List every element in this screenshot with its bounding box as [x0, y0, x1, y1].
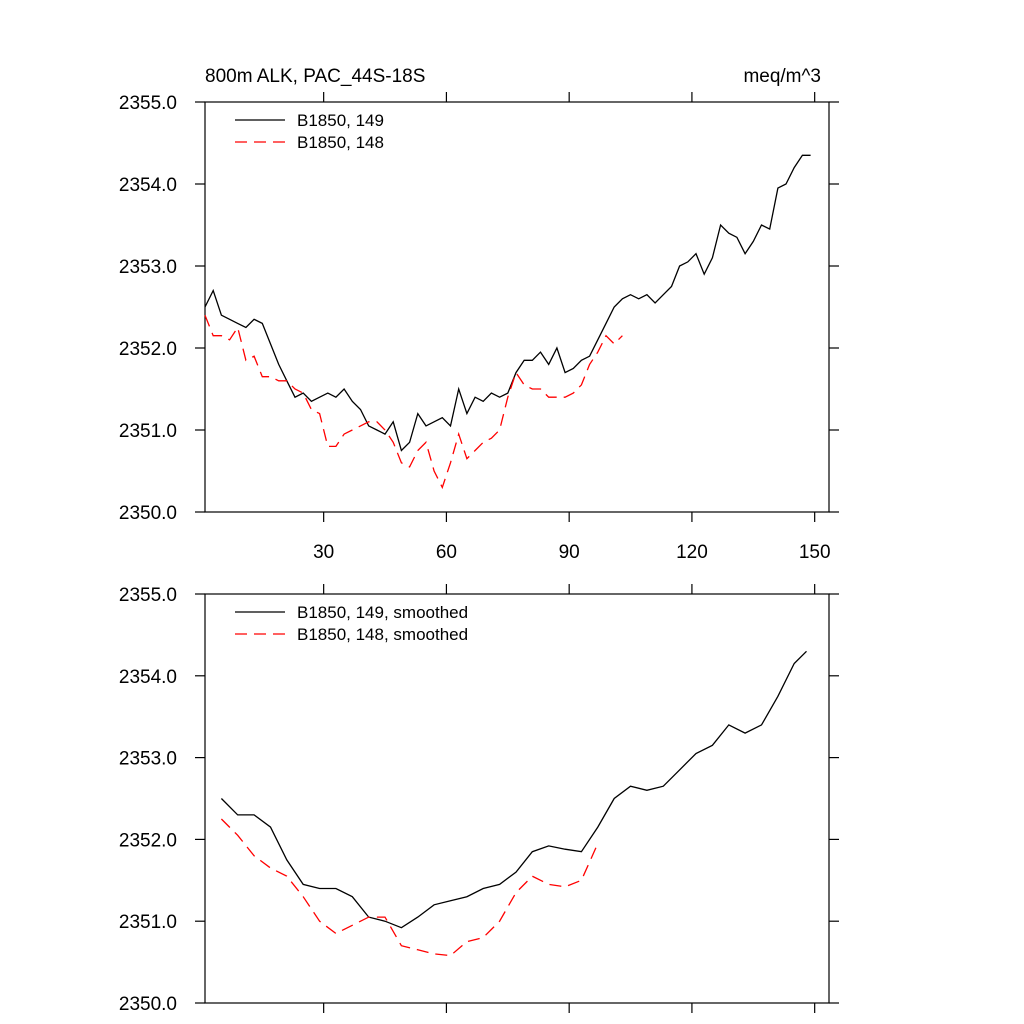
- plot-frame: [204, 101, 830, 513]
- x-tick-label: 30: [313, 542, 334, 563]
- chart-title: 800m ALK, PAC_44S-18S: [205, 66, 425, 87]
- y-tick-label: 2351.0: [119, 912, 177, 933]
- y-tick-label: 2352.0: [119, 339, 177, 360]
- x-tick-label: 90: [559, 542, 580, 563]
- y-tick-label: 2355.0: [119, 585, 177, 606]
- y-tick-label: 2353.0: [119, 257, 177, 278]
- y-tick-label: 2355.0: [119, 93, 177, 114]
- plot-frame: [204, 593, 830, 1004]
- y-tick-label: 2352.0: [119, 830, 177, 851]
- legend-label: B1850, 148: [297, 133, 384, 152]
- y-tick-label: 2354.0: [119, 175, 177, 196]
- series-line: [220, 818, 599, 957]
- legend-label: B1850, 148, smoothed: [297, 625, 468, 644]
- legend-label: B1850, 149, smoothed: [297, 603, 468, 622]
- y-tick-label: 2353.0: [119, 749, 177, 770]
- legend-label: B1850, 149: [297, 111, 384, 130]
- units-label: meq/m^3: [743, 66, 821, 87]
- y-tick-label: 2354.0: [119, 667, 177, 688]
- series-line: [220, 650, 807, 929]
- x-tick-label: 60: [436, 542, 457, 563]
- y-tick-label: 2350.0: [119, 994, 177, 1015]
- x-tick-label: 150: [799, 542, 831, 563]
- y-tick-label: 2351.0: [119, 421, 177, 442]
- series-line: [204, 154, 811, 452]
- series-line: [204, 314, 623, 490]
- x-tick-label: 120: [676, 542, 708, 563]
- y-tick-label: 2350.0: [119, 503, 177, 524]
